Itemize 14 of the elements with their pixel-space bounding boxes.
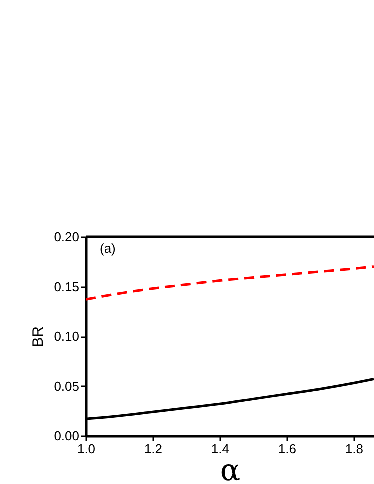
y-tick-label: 0.10 (54, 329, 80, 344)
x-tick-label: 1.2 (144, 442, 163, 456)
x-tick-label: 1.0 (77, 442, 96, 456)
x-tick-label: 1.4 (211, 442, 230, 456)
y-tick-label: 0.05 (54, 378, 80, 394)
y-tick-label: 0.15 (54, 279, 80, 294)
y-tick-label: 0.20 (54, 230, 80, 244)
y-axis-title: BR (30, 326, 48, 348)
y-tick-label: 0.00 (54, 428, 80, 444)
line-series (86, 266, 374, 301)
x-axis-title: α (220, 454, 241, 484)
x-tick-label: 1.8 (345, 442, 364, 456)
x-tick-label: 1.6 (278, 442, 296, 456)
annotation: (a) (100, 241, 116, 256)
